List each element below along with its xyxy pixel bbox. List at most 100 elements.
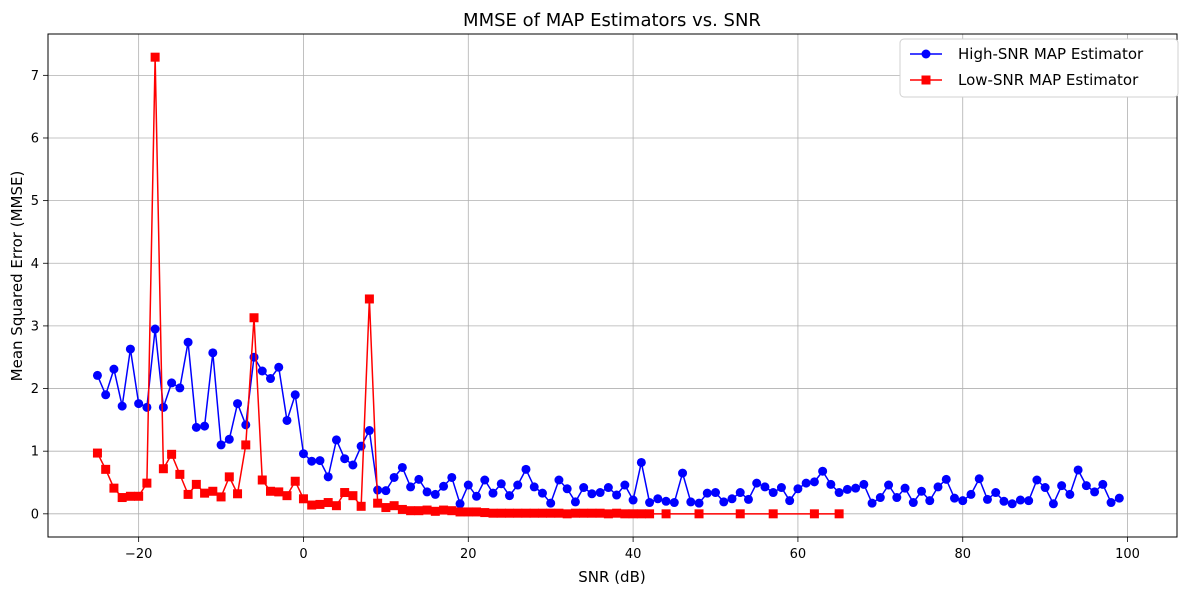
series-1-point <box>315 499 325 509</box>
plot-frame <box>47 33 1178 538</box>
series-1-point <box>257 475 267 485</box>
series-0-point <box>496 479 506 489</box>
series-0-point <box>636 457 646 467</box>
series-1-point <box>340 488 350 498</box>
series-0-point <box>579 483 589 493</box>
series-1-point <box>587 508 597 518</box>
series-0-point <box>941 474 951 484</box>
series-1-point <box>101 464 111 474</box>
legend-label-high-snr: High-SNR MAP Estimator <box>958 45 1144 63</box>
y-tick-label: 6 <box>31 131 39 146</box>
series-0-point <box>480 475 490 485</box>
series-1-point <box>809 509 819 519</box>
series-0-point <box>727 494 737 504</box>
series-0-point <box>406 482 416 492</box>
series-1-point <box>694 509 704 519</box>
series-1-point <box>546 508 556 518</box>
series-1-point <box>422 505 432 515</box>
series-0-point <box>653 494 663 504</box>
series-0-point <box>364 426 374 436</box>
series-0-point <box>801 478 811 488</box>
grid-layer <box>48 34 1177 537</box>
legend-marker-low-snr <box>921 75 931 85</box>
series-0-point <box>167 378 177 388</box>
series-0-point <box>92 370 102 380</box>
series-0-point <box>224 434 234 444</box>
series-0-point <box>834 488 844 498</box>
series-0-point <box>348 460 358 470</box>
series-0-point <box>908 498 918 508</box>
series-1-point <box>463 507 473 517</box>
x-tick-label: 60 <box>790 547 807 562</box>
series-1-point <box>331 501 341 511</box>
series-0-point <box>842 484 852 494</box>
series-0-point <box>875 493 885 503</box>
series-1-point <box>554 508 564 518</box>
y-tick-label: 5 <box>31 194 39 209</box>
series-0-point <box>554 475 564 485</box>
series-0-point <box>587 489 597 499</box>
series-0-point <box>884 480 894 490</box>
series-0-point <box>191 422 201 432</box>
y-tick-label: 0 <box>31 507 39 522</box>
series-0-point <box>323 472 333 482</box>
series-0-point <box>200 421 210 431</box>
series-0-point <box>917 486 927 496</box>
series-0-point <box>488 488 498 498</box>
series-0-point <box>1015 495 1025 505</box>
series-0-point <box>612 490 622 500</box>
series-1-point <box>241 440 251 450</box>
series-0-point <box>298 449 308 459</box>
series-1-point <box>183 489 193 499</box>
x-tick-label: 80 <box>954 547 971 562</box>
series-0-point <box>793 484 803 494</box>
series-0-point <box>521 464 531 474</box>
legend-box <box>899 38 1179 98</box>
series-0-point <box>933 482 943 492</box>
series-1-point <box>274 487 284 497</box>
series-1-point <box>579 508 589 518</box>
series-1-point <box>373 498 383 508</box>
series-1-point <box>455 507 465 517</box>
series-0-point <box>702 488 712 498</box>
series-0-point <box>900 483 910 493</box>
series-1-point <box>364 294 374 304</box>
series-0-point <box>109 364 119 374</box>
series-1-point <box>620 509 630 519</box>
series-0-point <box>867 498 877 508</box>
series-0-point <box>142 402 152 412</box>
series-0-point <box>768 488 778 498</box>
series-0-point <box>1081 481 1091 491</box>
series-0-point <box>529 482 539 492</box>
series-0-point <box>974 474 984 484</box>
series-1-point <box>356 501 366 511</box>
series-0-point <box>397 462 407 472</box>
series-0-point <box>595 488 605 498</box>
series-0-point <box>1073 465 1083 475</box>
series-0-point <box>1106 498 1116 508</box>
series-1-point <box>612 508 622 518</box>
series-0-point <box>776 483 786 493</box>
series-0-point <box>991 488 1001 498</box>
series-0-point <box>743 494 753 504</box>
series-1-point <box>570 508 580 518</box>
series-1-point <box>562 509 572 519</box>
series-0-point <box>331 435 341 445</box>
series-0-point <box>645 498 655 508</box>
series-0-point <box>537 488 547 498</box>
series-0-point <box>752 478 762 488</box>
series-0-point <box>216 440 226 450</box>
series-0-point <box>1032 475 1042 485</box>
y-tick-label: 7 <box>31 69 39 84</box>
series-1-point <box>200 488 210 498</box>
series-1-point <box>447 506 457 516</box>
series-1-point <box>150 52 160 62</box>
x-tick-label: 0 <box>299 547 307 562</box>
series-0-point <box>1048 499 1058 509</box>
series-1-point <box>735 509 745 519</box>
series-1-point <box>406 506 416 516</box>
series-1-point <box>323 498 333 508</box>
series-1-point <box>142 478 152 488</box>
series-0-point <box>958 496 968 506</box>
